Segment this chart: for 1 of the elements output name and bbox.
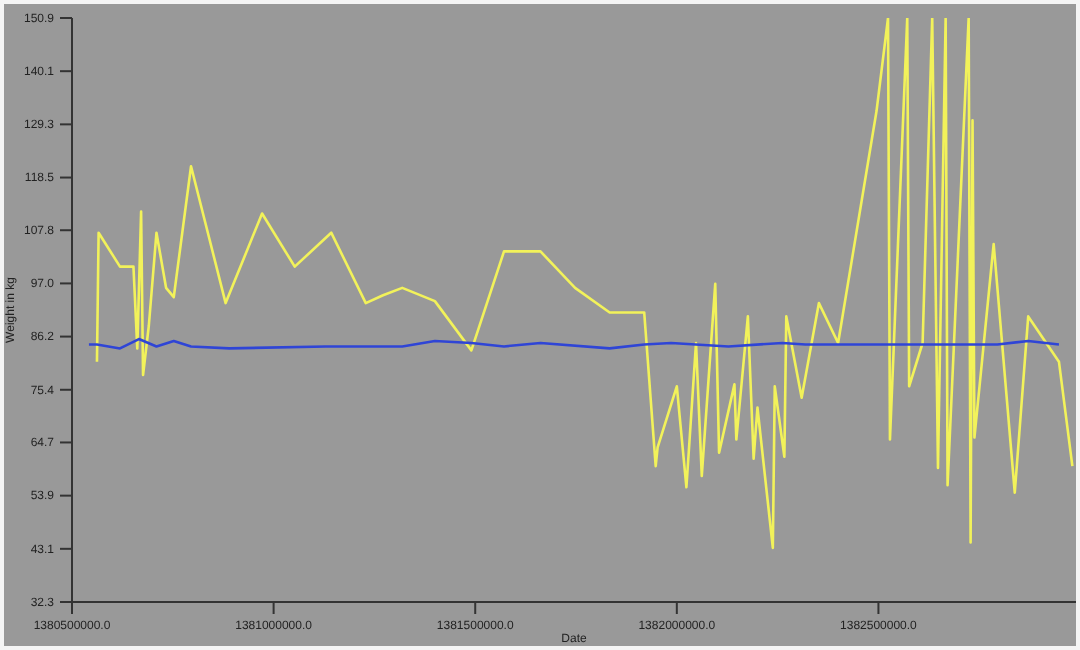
line-series [95, 18, 1074, 550]
